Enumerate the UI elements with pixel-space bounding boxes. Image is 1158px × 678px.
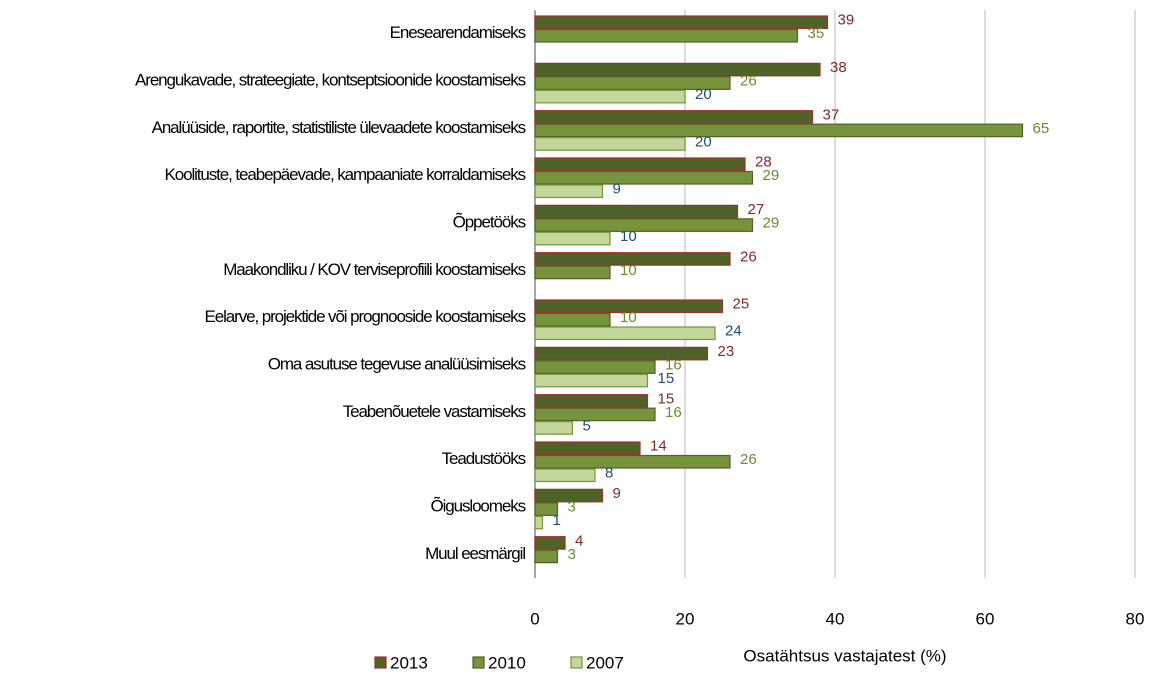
value-label: 23: [718, 343, 735, 360]
bar: [534, 170, 754, 185]
value-label: 16: [665, 357, 682, 374]
bar: [534, 373, 649, 388]
y-tick-label: Analüüside, raportite, statistiliste üle…: [152, 118, 526, 137]
value-label: 3: [568, 546, 576, 563]
y-tick-label: Eelarve, projektide või prognooside koos…: [205, 307, 526, 326]
value-label: 29: [763, 167, 780, 184]
value-label: 20: [695, 133, 712, 150]
bar: [534, 76, 731, 90]
value-label: 16: [665, 404, 682, 421]
x-tick-label: 60: [976, 609, 995, 628]
legend-swatch: [570, 656, 583, 669]
value-label: 5: [583, 417, 591, 434]
bar: [534, 137, 686, 151]
y-tick-label: Teabenõuetele vastamiseks: [343, 402, 526, 421]
value-label: 26: [740, 451, 757, 468]
value-label: 26: [740, 73, 757, 90]
bar: [534, 394, 649, 408]
legend-label: 2010: [488, 653, 526, 672]
y-tick-label: Õppetööks: [453, 212, 526, 231]
bar: [534, 360, 656, 374]
value-label: 39: [838, 12, 855, 29]
value-label: 29: [763, 215, 780, 232]
y-tick-label: Õigusloomeks: [430, 496, 525, 515]
value-label: 20: [695, 86, 712, 103]
value-label: 3: [568, 499, 576, 516]
value-label: 10: [620, 262, 637, 279]
bar: [534, 252, 731, 266]
value-label: 9: [613, 181, 621, 198]
legend-label: 2007: [586, 653, 624, 672]
value-label: 35: [808, 25, 825, 42]
value-label: 10: [620, 309, 637, 326]
bar: [534, 110, 814, 124]
bar: [534, 89, 686, 104]
legend-label: 2013: [390, 653, 428, 672]
value-label: 65: [1033, 120, 1050, 137]
value-label: 28: [755, 154, 772, 171]
x-tick-label: 40: [826, 609, 845, 628]
value-label: 38: [830, 59, 847, 76]
legend-swatch: [472, 656, 485, 669]
value-label: 8: [605, 465, 613, 482]
bar: [534, 421, 574, 435]
x-tick-label: 20: [676, 609, 695, 628]
bar: [534, 299, 724, 314]
value-label: 25: [733, 296, 750, 313]
bar: [534, 468, 596, 483]
y-tick-label: Oma asutuse tegevuse analüüsimiseks: [268, 354, 526, 373]
bar: [534, 231, 611, 246]
bar: [534, 441, 641, 456]
value-label: 14: [650, 438, 667, 455]
bar: [534, 454, 731, 469]
value-label: 24: [725, 323, 742, 340]
bar: [534, 218, 754, 232]
bar: [534, 123, 1024, 138]
x-tick-label: 0: [530, 609, 539, 628]
bar: [534, 312, 611, 327]
x-tick-label: 80: [1126, 609, 1145, 628]
bar: [534, 515, 544, 530]
bar: [534, 62, 821, 77]
value-label: 9: [613, 485, 621, 502]
bar: [534, 184, 604, 199]
y-tick-label: Maakondliku / KOV terviseprofiili koosta…: [223, 260, 525, 279]
bar: [534, 536, 566, 550]
value-label: 10: [620, 228, 637, 245]
x-axis-label: Osatähtsus vastajatest (%): [743, 646, 946, 665]
value-label: 37: [823, 106, 840, 123]
y-tick-label: Muul eesmärgil: [425, 544, 525, 563]
bar: [534, 346, 709, 361]
value-label: 1: [553, 512, 561, 529]
bar: [534, 549, 559, 564]
value-label: 26: [740, 248, 757, 265]
bar: [534, 28, 799, 43]
bar: [534, 502, 559, 516]
value-label: 15: [658, 370, 675, 387]
bar: [534, 326, 716, 341]
legend-swatch: [374, 656, 387, 669]
bar: [534, 407, 656, 422]
y-tick-label: Teadustööks: [442, 449, 526, 468]
bar: [534, 15, 829, 30]
value-label: 4: [575, 532, 583, 549]
value-label: 27: [748, 201, 765, 218]
y-tick-label: Enesearendamiseks: [390, 23, 526, 42]
bar: [534, 488, 604, 503]
y-tick-label: Arengukavade, strateegiate, kontseptsioo…: [135, 70, 526, 89]
value-label: 15: [658, 390, 675, 407]
y-tick-label: Koolituste, teabepäevade, kampaaniate ko…: [165, 165, 526, 184]
bar: [534, 204, 739, 219]
bar: [534, 265, 611, 280]
bar: [534, 157, 746, 172]
